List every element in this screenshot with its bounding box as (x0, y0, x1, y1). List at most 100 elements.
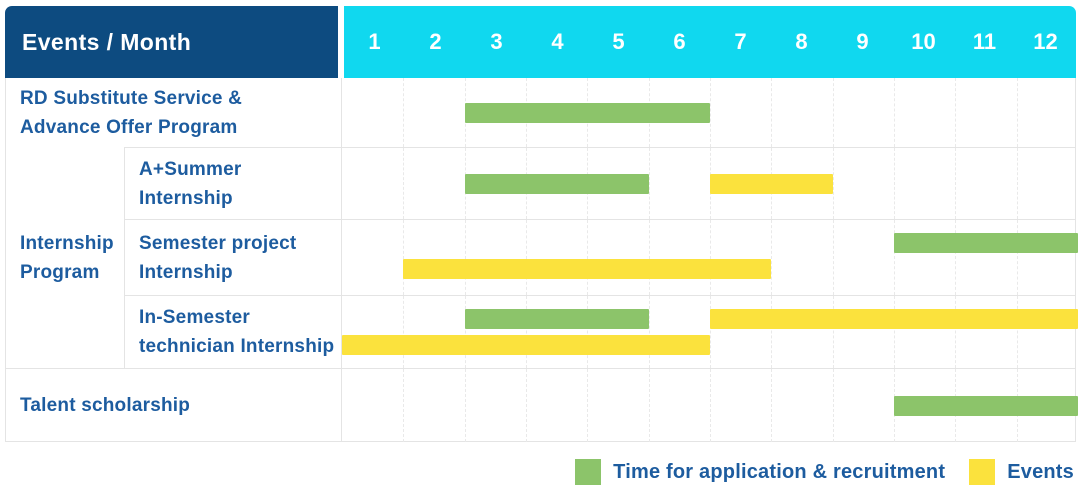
month-grid (341, 296, 1078, 368)
group-label-line: Internship (20, 232, 114, 254)
month-label: 8 (795, 29, 808, 54)
event-label-line: A+Summer (139, 158, 242, 180)
month-gridline (465, 220, 466, 295)
legend-item: Events (969, 459, 1074, 485)
event-row: A+Summer Internship (6, 147, 1075, 219)
event-label-line: Semester project (139, 232, 297, 254)
month-grid (341, 78, 1075, 147)
month-gridline (771, 220, 772, 295)
event-bar (403, 259, 772, 279)
month-gridline (403, 369, 404, 442)
recruitment-bar (464, 309, 649, 329)
event-label-line: Internship (139, 187, 233, 209)
month-header-row: 1 2 3 4 5 6 7 8 9 10 11 12 (344, 6, 1076, 78)
month-gridline (833, 78, 834, 147)
month-gridline (587, 220, 588, 295)
group-label-internship-program: Internship Program (6, 147, 125, 368)
month-gridline (403, 296, 404, 368)
recruitment-bar (464, 103, 710, 123)
month-gridline (465, 296, 466, 368)
event-label: RD Substitute Service & Advance Offer Pro… (6, 78, 339, 147)
month-gridline (771, 369, 772, 442)
month-gridline (894, 296, 895, 368)
month-gridline (833, 148, 834, 219)
event-bar (710, 309, 1078, 329)
event-label-line: technician Internship (139, 336, 335, 357)
event-bar (710, 174, 833, 194)
month-label: 12 (1033, 29, 1058, 54)
chart-body: RD Substitute Service & Advance Offer Pro… (5, 78, 1078, 442)
month-label: 2 (429, 29, 442, 54)
month-grid (341, 369, 1078, 442)
month-label: 5 (612, 29, 625, 54)
month-label: 1 (368, 29, 381, 54)
month-label: 7 (734, 29, 747, 54)
group-label-line: Program (20, 261, 100, 283)
event-bar (342, 335, 710, 355)
month-grid (341, 220, 1078, 295)
month-gridline (771, 78, 772, 147)
month-gridline (1017, 78, 1018, 147)
event-label-line: Talent scholarship (20, 395, 191, 416)
event-row: Semester project Internship (6, 219, 1078, 295)
month-label: 10 (911, 29, 936, 54)
month-label: 6 (673, 29, 686, 54)
event-row: In-Semester technician Internship (6, 295, 1078, 368)
month-gridline (1017, 220, 1018, 295)
event-row: Talent scholarship (6, 368, 1078, 442)
month-grid (341, 148, 1075, 219)
month-gridline (465, 369, 466, 442)
month-gridline (833, 220, 834, 295)
event-label-line: In-Semester (139, 307, 250, 328)
recruitment-bar (464, 174, 649, 194)
header-events-month-label: Events / Month (5, 6, 338, 78)
event-row: RD Substitute Service & Advance Offer Pro… (6, 78, 1075, 147)
event-label-line: RD Substitute Service & (20, 87, 243, 109)
month-gridline (710, 220, 711, 295)
legend-item: Time for application & recruitment (575, 459, 945, 485)
month-gridline (710, 296, 711, 368)
event-label: In-Semester technician Internship (125, 296, 339, 368)
month-gridline (1017, 148, 1018, 219)
month-gridline (833, 296, 834, 368)
month-gridline (526, 220, 527, 295)
month-gridline (649, 220, 650, 295)
month-gridline (710, 78, 711, 147)
month-gridline (649, 369, 650, 442)
month-gridline (894, 220, 895, 295)
month-label: 4 (551, 29, 564, 54)
month-gridline (955, 78, 956, 147)
recruitment-bar (894, 396, 1078, 416)
month-gridline (771, 296, 772, 368)
month-gridline (955, 296, 956, 368)
recruitment-bar (894, 233, 1078, 253)
month-gridline (833, 369, 834, 442)
month-label: 9 (856, 29, 869, 54)
event-label: A+Summer Internship (125, 148, 339, 219)
month-gridline (649, 148, 650, 219)
month-label: 11 (972, 29, 997, 54)
month-gridline (710, 369, 711, 442)
month-gridline (526, 296, 527, 368)
month-gridline (403, 78, 404, 147)
month-gridline (403, 220, 404, 295)
month-gridline (1017, 296, 1018, 368)
month-gridline (955, 148, 956, 219)
month-gridline (587, 369, 588, 442)
month-gridline (649, 296, 650, 368)
legend-swatch-green (575, 459, 602, 485)
legend-label: Events (1007, 460, 1074, 483)
month-gridline (894, 78, 895, 147)
legend-swatch-yellow (969, 459, 996, 485)
event-label: Semester project Internship (125, 220, 339, 295)
month-label: 3 (490, 29, 503, 54)
month-gridline (587, 296, 588, 368)
event-label-line: Internship (139, 261, 233, 283)
month-gridline (403, 148, 404, 219)
month-gridline (526, 369, 527, 442)
event-label: Talent scholarship (6, 369, 339, 442)
month-gridline (955, 220, 956, 295)
legend-label: Time for application & recruitment (613, 460, 946, 483)
month-gridline (894, 148, 895, 219)
